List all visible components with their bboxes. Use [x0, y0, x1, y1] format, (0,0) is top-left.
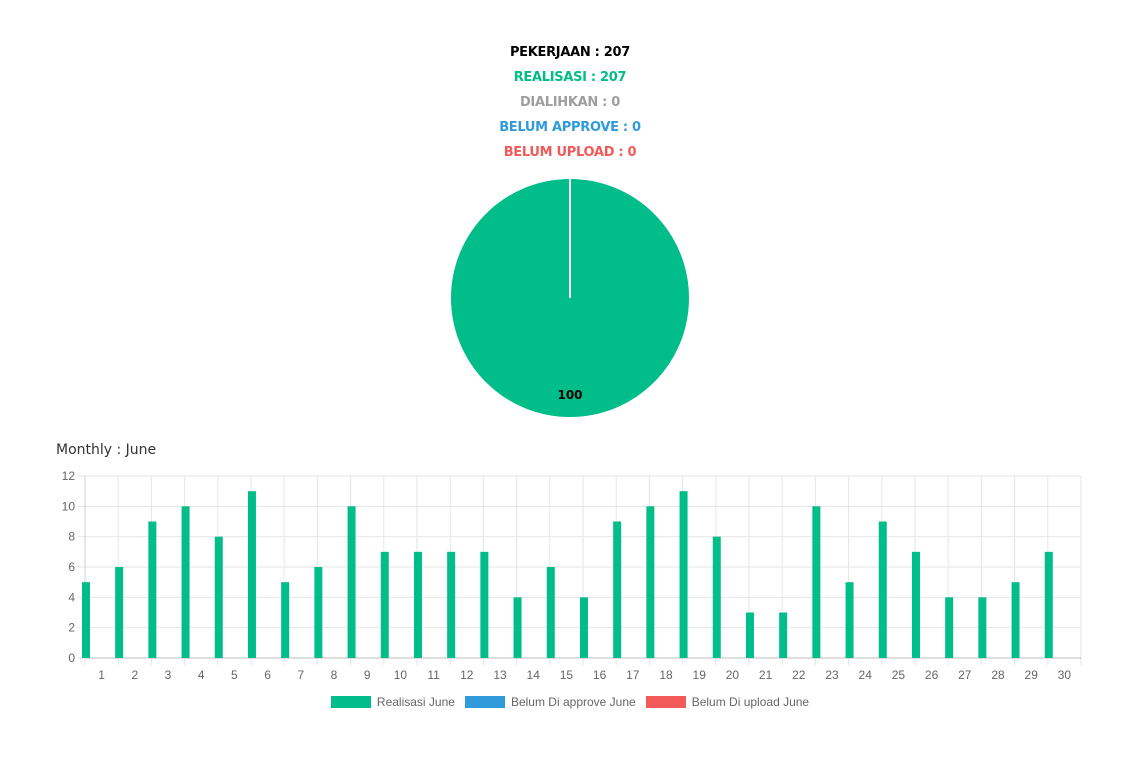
bar-realisasi-3[interactable]	[148, 521, 157, 659]
bar-realisasi-12[interactable]	[447, 551, 456, 658]
legend-label: Belum Di upload June	[691, 695, 810, 709]
bar-realisasi-10[interactable]	[380, 551, 389, 658]
bar-realisasi-23[interactable]	[812, 506, 821, 658]
bar-realisasi-19[interactable]	[679, 491, 688, 658]
x-tick-label: 2	[131, 668, 138, 682]
legend-item-realisasi[interactable]: Realisasi June	[330, 695, 455, 709]
pie-chart: 100	[451, 179, 689, 417]
x-tick-label: 26	[925, 668, 939, 682]
x-tick-label: 8	[331, 668, 338, 682]
y-tick-label: 2	[68, 621, 75, 635]
stat-belum-approve: BELUM APPROVE : 0	[499, 120, 641, 135]
bar-realisasi-30[interactable]	[1044, 551, 1053, 658]
bar-realisasi-11[interactable]	[413, 551, 422, 658]
y-tick-label: 12	[62, 469, 76, 483]
bar-realisasi-17[interactable]	[613, 521, 622, 659]
x-tick-label: 28	[991, 668, 1005, 682]
bar-realisasi-27[interactable]	[945, 597, 954, 658]
bar-realisasi-13[interactable]	[480, 551, 489, 658]
x-tick-label: 3	[165, 668, 172, 682]
stat-pekerjaan: PEKERJAAN : 207	[509, 45, 631, 60]
x-tick-label: 27	[958, 668, 972, 682]
bar-realisasi-5[interactable]	[214, 536, 223, 658]
bar-realisasi-14[interactable]	[513, 597, 522, 658]
x-tick-label: 20	[726, 668, 740, 682]
bar-realisasi-15[interactable]	[546, 567, 555, 658]
bar-chart-legend: Realisasi June Belum Di approve June Belum…	[0, 695, 1140, 709]
bar-realisasi-18[interactable]	[646, 506, 655, 658]
legend-label: Belum Di approve June	[510, 695, 636, 709]
x-tick-label: 1	[98, 668, 105, 682]
legend-swatch	[464, 696, 505, 708]
x-tick-label: 7	[297, 668, 304, 682]
x-tick-label: 29	[1025, 668, 1039, 682]
x-tick-label: 16	[593, 668, 607, 682]
bar-realisasi-9[interactable]	[347, 506, 356, 658]
bar-realisasi-24[interactable]	[845, 582, 854, 658]
x-tick-label: 25	[892, 668, 906, 682]
bar-realisasi-6[interactable]	[247, 491, 256, 658]
x-tick-label: 12	[460, 668, 474, 682]
legend-label: Realisasi June	[376, 695, 455, 709]
bar-realisasi-8[interactable]	[314, 567, 323, 658]
y-tick-label: 6	[68, 560, 75, 574]
x-tick-label: 5	[231, 668, 238, 682]
x-tick-label: 15	[560, 668, 574, 682]
bar-realisasi-4[interactable]	[181, 506, 190, 658]
bar-realisasi-22[interactable]	[779, 612, 788, 659]
bar-realisasi-1[interactable]	[81, 582, 90, 658]
bar-realisasi-21[interactable]	[745, 612, 754, 659]
y-tick-label: 0	[68, 651, 75, 665]
x-tick-label: 30	[1058, 668, 1072, 682]
x-tick-label: 11	[427, 668, 440, 682]
legend-item-belum-upload[interactable]: Belum Di upload June	[645, 695, 810, 709]
y-tick-label: 10	[62, 499, 76, 513]
x-tick-label: 10	[394, 668, 408, 682]
x-tick-label: 9	[364, 668, 371, 682]
bar-realisasi-29[interactable]	[1011, 582, 1020, 658]
x-tick-label: 19	[693, 668, 707, 682]
legend-swatch	[645, 696, 686, 708]
x-tick-label: 6	[264, 668, 271, 682]
stats-summary: PEKERJAAN : 207 REALISASI : 207 DIALIHKA…	[0, 40, 1140, 165]
x-tick-label: 18	[659, 668, 673, 682]
x-tick-label: 23	[825, 668, 839, 682]
bar-realisasi-2[interactable]	[115, 567, 124, 658]
y-tick-label: 4	[68, 590, 75, 604]
x-tick-label: 24	[859, 668, 873, 682]
bar-realisasi-16[interactable]	[579, 597, 588, 658]
x-tick-label: 14	[527, 668, 541, 682]
bar-realisasi-26[interactable]	[911, 551, 920, 658]
stat-belum-upload: BELUM UPLOAD : 0	[503, 145, 637, 160]
bar-realisasi-28[interactable]	[978, 597, 987, 658]
bar-realisasi-20[interactable]	[712, 536, 721, 658]
y-tick-label: 8	[68, 530, 75, 544]
pie-data-label-0: 100	[557, 388, 582, 402]
x-tick-label: 21	[759, 668, 773, 682]
stat-dialihkan: DIALIHKAN : 0	[519, 95, 621, 110]
stat-realisasi: REALISASI : 207	[513, 70, 627, 85]
bar-realisasi-7[interactable]	[281, 582, 290, 658]
bar-realisasi-25[interactable]	[878, 521, 887, 659]
legend-item-belum-approve[interactable]: Belum Di approve June	[464, 695, 636, 709]
x-tick-label: 22	[792, 668, 806, 682]
x-tick-label: 13	[493, 668, 507, 682]
x-tick-label: 17	[626, 668, 640, 682]
monthly-chart-title: Monthly : June	[56, 442, 157, 458]
x-tick-label: 4	[198, 668, 205, 682]
legend-swatch	[330, 696, 371, 708]
